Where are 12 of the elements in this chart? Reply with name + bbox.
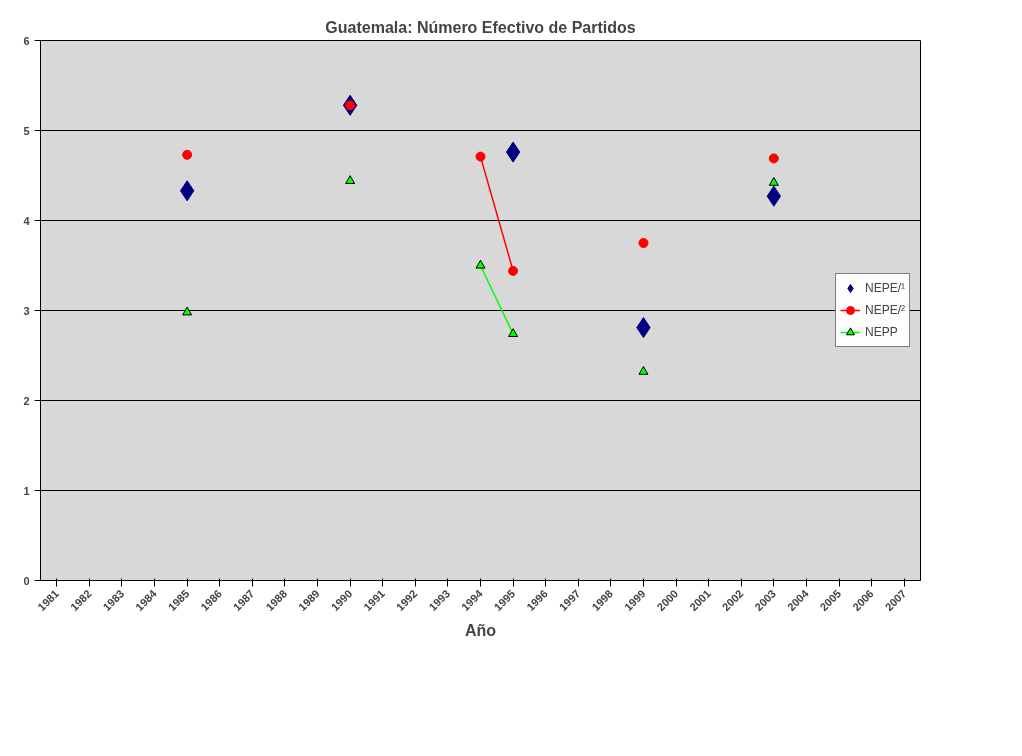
chart-title: Guatemala: Número Efectivo de Partidos xyxy=(325,18,636,36)
y-tick-label: 5 xyxy=(23,124,30,137)
y-tick-label: 1 xyxy=(23,484,30,497)
y-tick-label: 2 xyxy=(23,394,30,407)
y-tick-label: 6 xyxy=(23,34,30,47)
x-axis-title: Año xyxy=(464,622,497,640)
legend-label: NEPE/² xyxy=(864,303,905,317)
y-tick-label: 0 xyxy=(23,574,30,587)
legend-label: NEPE/¹ xyxy=(864,281,905,295)
legend-label: NEPP xyxy=(864,325,898,339)
y-tick-label: 4 xyxy=(23,214,31,227)
y-tick-label: 3 xyxy=(23,304,30,317)
